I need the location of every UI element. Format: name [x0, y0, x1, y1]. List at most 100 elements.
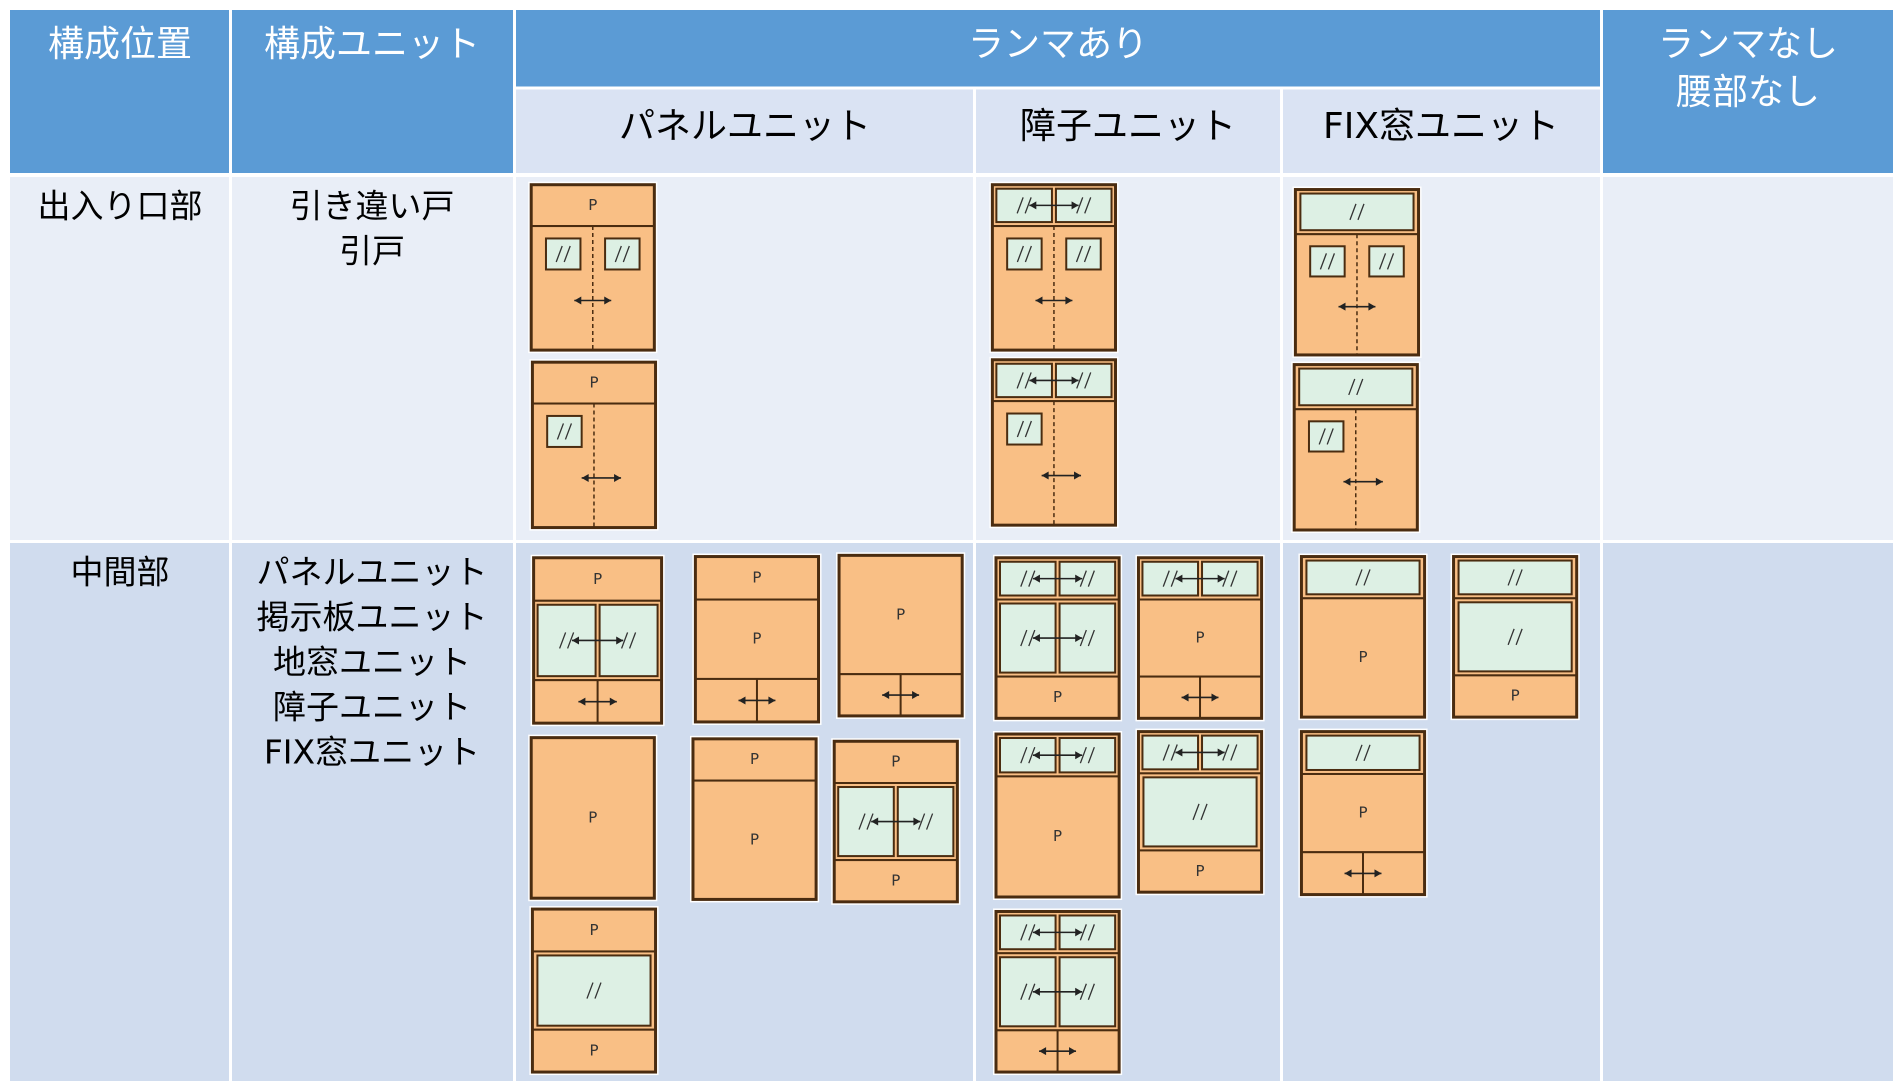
glass-mark [1028, 983, 1036, 1001]
row-unit: 掲示板ユニット [257, 598, 488, 637]
outer-frame [1293, 188, 1421, 357]
panel [1300, 772, 1426, 854]
outer-frame [1299, 730, 1427, 897]
glass-mark [1357, 203, 1365, 221]
glass-mark [594, 982, 602, 999]
panel-label: P [588, 808, 597, 826]
glass [1307, 420, 1345, 453]
glass-mark [1016, 372, 1024, 389]
panel [1137, 598, 1263, 678]
glass-mark [1327, 253, 1336, 270]
glass [1299, 192, 1415, 232]
glass-mark [1087, 924, 1095, 941]
glass-mark [1016, 245, 1025, 263]
glass-mark [1087, 983, 1095, 1001]
glass-mark [1087, 629, 1095, 647]
door-diagram: PP [692, 553, 822, 725]
glass-mark [614, 245, 622, 263]
glass [1006, 412, 1043, 446]
glass-mark [1230, 570, 1238, 587]
glass-mark [1170, 570, 1178, 587]
glass-mark [1192, 803, 1200, 821]
glass-mark [1079, 746, 1087, 764]
glass-mark [1079, 983, 1087, 1001]
panel-label: P [1196, 629, 1205, 647]
outer-frame [990, 183, 1118, 352]
glass-mark [1087, 746, 1095, 764]
glass-mark [1386, 253, 1395, 270]
panel-label: P [896, 605, 905, 623]
door-diagram: PP [689, 735, 820, 903]
panel-label: P [752, 569, 761, 587]
glass-mark [1084, 372, 1092, 389]
glass-mark [1076, 197, 1084, 214]
glass-mark [1170, 744, 1178, 761]
panel-label: P [589, 1041, 598, 1059]
glass-mark [1079, 570, 1087, 587]
row-position: 中間部 [71, 553, 170, 592]
glass-mark [1349, 203, 1357, 221]
outer-frame [1292, 363, 1419, 532]
outer-frame [994, 732, 1121, 899]
door-diagram: P [530, 554, 665, 727]
header-text: 腰部なし [1676, 72, 1820, 113]
row-unit: 引戸 [339, 232, 405, 271]
row-unit: 地窓ユニット [273, 643, 471, 682]
outer-frame [529, 183, 656, 352]
door-diagram: P [1135, 554, 1265, 722]
glass [1309, 245, 1346, 278]
glass-mark [556, 423, 565, 440]
panel-label: P [1511, 687, 1520, 705]
glass-mark [558, 632, 567, 649]
row-unit: 障子ユニット [273, 688, 471, 727]
outer-frame [990, 358, 1118, 527]
glass [1065, 237, 1102, 271]
panel-label: P [589, 921, 598, 939]
panel-label: P [1053, 688, 1062, 706]
panel-label: P [589, 373, 598, 391]
glass-mark [1024, 245, 1033, 263]
outer-frame [994, 556, 1121, 720]
glass-mark [563, 245, 571, 263]
glass-mark [1200, 803, 1208, 821]
glass-mark [1230, 744, 1238, 761]
glass-mark [1363, 744, 1371, 762]
outer-frame [994, 909, 1121, 1074]
glass [544, 237, 582, 271]
outer-frame [1452, 555, 1579, 719]
glass [1368, 245, 1405, 278]
glass-mark [1507, 628, 1515, 646]
glass [1457, 559, 1573, 596]
header-text: パネルユニット [619, 106, 871, 147]
glass-mark [1028, 570, 1036, 587]
glass-mark [1020, 983, 1028, 1001]
glass-mark [566, 632, 575, 649]
glass-mark [1079, 924, 1087, 941]
glass-mark [1028, 629, 1036, 647]
door-diagram: P [1450, 553, 1580, 721]
panel-label: P [750, 750, 759, 768]
panel-label: P [891, 871, 900, 889]
door-diagram: P [836, 552, 966, 719]
header-text: ランマなし [1658, 24, 1838, 65]
header-text: FIX窓ユニット [1323, 106, 1559, 147]
glass-mark [1162, 570, 1170, 587]
glass-mark [1378, 253, 1387, 270]
panel-label: P [1358, 804, 1367, 822]
glass-mark [1083, 245, 1092, 263]
panel-label: P [891, 753, 900, 771]
door-diagram: PP [831, 738, 961, 905]
glass-mark [555, 245, 563, 263]
outer-frame [1136, 556, 1264, 720]
outer-frame [1299, 555, 1427, 719]
glass [1457, 601, 1573, 673]
glass [1305, 734, 1421, 771]
glass-mark [917, 813, 926, 830]
panel-label: P [750, 831, 759, 849]
panel [691, 779, 818, 901]
header-text: 障子ユニット [1020, 106, 1236, 147]
outer-frame [691, 737, 818, 901]
glass [536, 954, 652, 1027]
door-diagram: P [528, 734, 658, 902]
